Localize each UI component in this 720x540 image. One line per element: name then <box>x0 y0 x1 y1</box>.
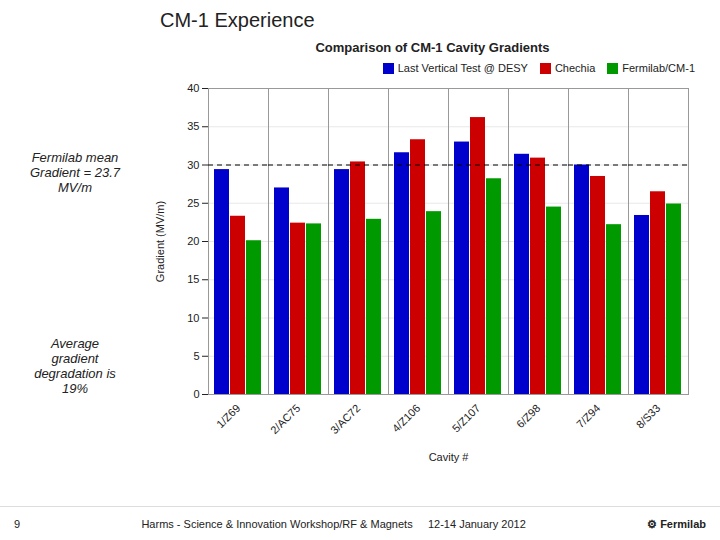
html-text:Chechia: Chechia <box>554 61 596 74</box>
html-text:Average gradient degradation i: Average gradient degradation is 19% <box>34 335 116 396</box>
html-text:Fermilab mean Gradient = 23.7: Fermilab mean Gradient = 23.7 MV/m <box>30 150 120 196</box>
svg-text:25: 25 <box>187 197 199 209</box>
svg-text:1/Z69: 1/Z69 <box>214 402 242 430</box>
svg-text:Cavity #: Cavity # <box>429 451 470 463</box>
html-text:CM-1 Experience: CM-1 Experience <box>160 9 315 31</box>
svg-text:0: 0 <box>193 388 199 400</box>
svg-text:5: 5 <box>193 350 199 362</box>
svg-text:8/S33: 8/S33 <box>634 402 663 431</box>
svg-text:30: 30 <box>187 159 199 171</box>
svg-text:4/Z106: 4/Z106 <box>390 402 423 435</box>
svg-text:15: 15 <box>187 273 199 285</box>
svg-text:2/AC75: 2/AC75 <box>268 402 302 436</box>
html-text:Fermilab/CM-1: Fermilab/CM-1 <box>622 61 695 74</box>
html-text:Last Vertical Test @ DESY: Last Vertical Test @ DESY <box>397 61 528 74</box>
svg-text:6/Z98: 6/Z98 <box>514 402 542 430</box>
html-text:⚙ Fermilab: ⚙ Fermilab <box>647 517 706 530</box>
svg-text:3/AC72: 3/AC72 <box>328 402 362 436</box>
html-text:Harms - Science & Innovation W: Harms - Science & Innovation Workshop/RF… <box>141 518 526 530</box>
html-text:Comparison of CM-1 Cavity Grad: Comparison of CM-1 Cavity Gradients <box>315 40 550 55</box>
svg-text:Gradient (MV/m): Gradient (MV/m) <box>154 201 166 282</box>
svg-text:20: 20 <box>187 235 199 247</box>
svg-text:5/Z107: 5/Z107 <box>450 402 483 435</box>
svg-text:10: 10 <box>187 312 199 324</box>
svg-text:7/Z94: 7/Z94 <box>574 402 602 430</box>
svg-text:35: 35 <box>187 120 199 132</box>
svg-text:40: 40 <box>187 82 199 94</box>
html-text:9: 9 <box>14 518 21 530</box>
